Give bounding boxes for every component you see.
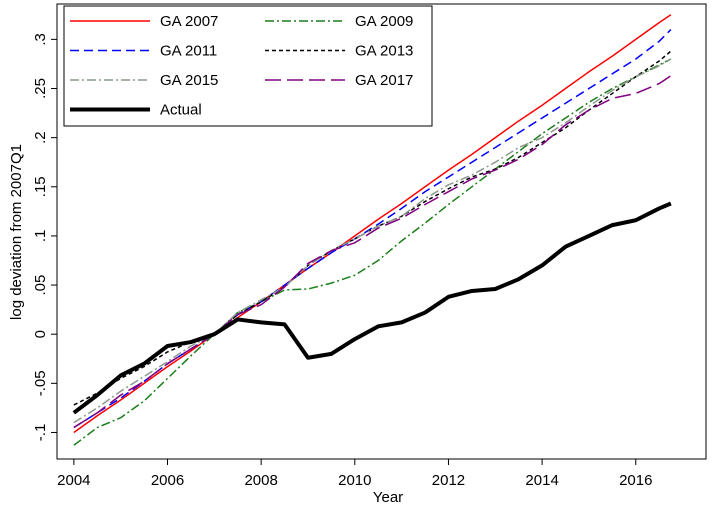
- legend-label: GA 2011: [160, 43, 217, 60]
- legend-label: GA 2009: [355, 13, 413, 30]
- x-tick-label: 2004: [57, 472, 90, 489]
- x-tick-label: 2010: [338, 472, 371, 489]
- legend-label: GA 2013: [355, 43, 413, 60]
- series-line: [73, 29, 672, 429]
- y-tick-label: .3: [32, 33, 49, 46]
- y-tick-label: 0: [32, 330, 49, 338]
- plot-frame: [56, 3, 707, 460]
- x-tick-label: 2012: [432, 472, 465, 489]
- series-line: [73, 58, 672, 424]
- y-tick-label: .15: [32, 176, 49, 197]
- legend-box: [63, 5, 433, 127]
- legend-label: Actual: [160, 102, 202, 119]
- series-line: [73, 14, 672, 434]
- legend-label: GA 2007: [160, 13, 218, 30]
- legend-label: GA 2017: [355, 72, 413, 89]
- series-line: [73, 75, 672, 429]
- x-tick-label: 2014: [525, 472, 558, 489]
- x-tick-label: 2006: [151, 472, 184, 489]
- y-tick-label: .25: [32, 78, 49, 99]
- y-tick-label: .05: [32, 275, 49, 296]
- y-tick-label: -.05: [32, 370, 49, 396]
- legend-label: GA 2015: [160, 72, 218, 89]
- y-axis-label: log deviation from 2007Q1: [8, 144, 25, 320]
- y-tick-label: .1: [32, 230, 49, 243]
- y-tick-label: -.1: [32, 424, 49, 442]
- series-line: [73, 58, 672, 446]
- x-tick-label: 2016: [619, 472, 652, 489]
- x-axis-label: Year: [373, 489, 403, 506]
- x-tick-label: 2008: [244, 472, 277, 489]
- series-line: [72, 201, 672, 415]
- y-tick-label: .2: [32, 131, 49, 144]
